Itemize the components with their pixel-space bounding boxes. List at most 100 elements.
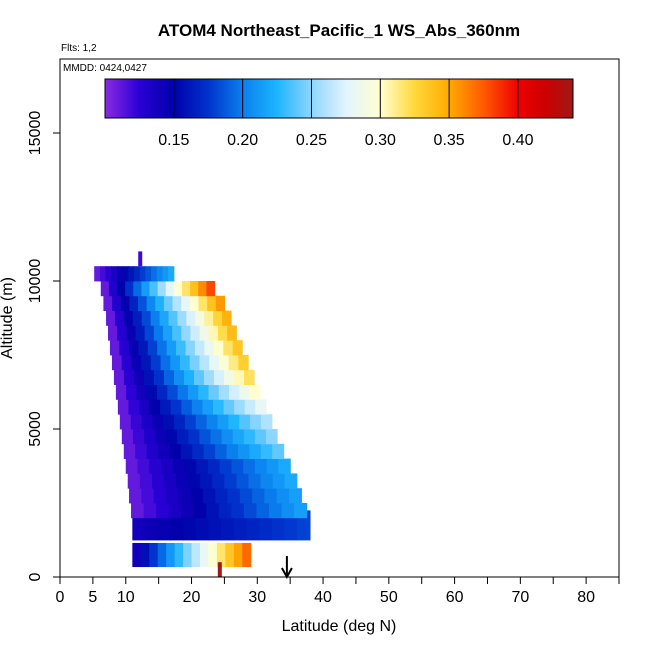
heatmap-cell: [125, 458, 139, 474]
heatmap-cell: [218, 503, 232, 519]
heatmap-cell: [170, 399, 182, 415]
heatmap-cell: [189, 355, 201, 371]
heatmap-cell: [256, 503, 270, 519]
heatmap-cell: [165, 281, 175, 297]
heatmap-cell: [146, 295, 156, 311]
heatmap-cell: [272, 443, 285, 459]
heatmap-cell: [260, 414, 273, 430]
heatmap-cell: [249, 443, 262, 459]
colorbar-tick-label: 0.25: [296, 132, 327, 149]
heatmap-cell: [139, 473, 153, 489]
heatmap-cell: [117, 325, 127, 341]
heatmap-cell: [116, 266, 124, 282]
heatmap-cell: [146, 443, 159, 459]
heatmap-cell: [190, 488, 204, 504]
heatmap-cell: [264, 488, 278, 504]
heatmap-cell: [174, 414, 186, 430]
heatmap-cell: [163, 473, 177, 489]
heatmap-cell: [276, 488, 290, 504]
heatmap-cell: [195, 414, 208, 430]
x-tick-label: 0: [56, 589, 65, 606]
y-tick-label: 10000: [27, 259, 44, 304]
heatmap-cell: [193, 369, 205, 385]
heatmap-cell: [105, 266, 112, 282]
heatmap-cell: [160, 355, 171, 371]
colorbar-fill: [105, 79, 573, 118]
heatmap-cell: [133, 266, 141, 282]
heatmap-cell: [215, 295, 226, 311]
heatmap-cell: [181, 325, 192, 341]
heatmap-cell: [131, 503, 145, 519]
arrow-head: [281, 567, 293, 580]
heatmap-cell: [249, 384, 261, 400]
heatmap-cell: [260, 443, 273, 459]
heatmap-cell: [174, 542, 184, 568]
heatmap-cell: [215, 443, 228, 459]
heatmap-cell: [239, 414, 251, 430]
heatmap-cell: [123, 369, 135, 385]
heatmap-cell: [150, 310, 161, 326]
heatmap-cell: [173, 281, 183, 297]
heatmap-cell: [153, 488, 167, 504]
markers: [138, 251, 222, 577]
heatmap-cell: [120, 295, 130, 311]
heatmap-cell: [151, 266, 158, 282]
heatmap-cell: [173, 369, 185, 385]
heatmap-cells: [94, 266, 311, 568]
marker: [217, 562, 222, 577]
heatmap-cell: [163, 414, 175, 430]
heatmap-cell: [143, 429, 156, 445]
heatmap-cell: [217, 414, 229, 430]
heatmap-cell: [216, 542, 226, 568]
heatmap-cell: [243, 458, 256, 474]
heatmap-cell: [156, 503, 170, 519]
heatmap-cell: [203, 443, 216, 459]
colorbar-frame: [104, 78, 574, 119]
heatmap-cell: [176, 340, 187, 356]
heatmap-cell: [231, 503, 245, 519]
heatmap-cell: [208, 325, 219, 341]
heatmap-cell: [182, 281, 191, 297]
heatmap-cell: [204, 310, 214, 326]
heatmap-cell: [99, 266, 107, 282]
colorbar-tick-label: 0.20: [227, 132, 258, 149]
x-axis: 0 5 10 20 30 40 50 60 70 80: [56, 577, 620, 606]
heatmap-cell: [147, 340, 158, 356]
heatmap-cell: [254, 429, 267, 445]
heatmap-cell: [126, 384, 138, 400]
heatmap-cell: [202, 399, 214, 415]
heatmap-cell: [255, 399, 267, 415]
heatmap-cell: [233, 542, 243, 568]
heatmap-cell: [223, 369, 235, 385]
heatmap-cell: [152, 414, 164, 430]
heatmap-cell: [243, 503, 258, 519]
heatmap-cell: [159, 310, 170, 326]
heatmap-cell: [156, 266, 163, 282]
heatmap-cell: [161, 458, 174, 474]
heatmap-cell: [212, 473, 225, 489]
heatmap-cell: [139, 399, 151, 415]
heatmap-cell: [215, 488, 229, 504]
heatmap-cell: [228, 414, 240, 430]
heatmap-cell: [221, 429, 234, 445]
y-tick-label: 15000: [27, 111, 44, 156]
heatmap-cell: [227, 325, 237, 341]
heatmap-cell: [239, 488, 253, 504]
heatmap-cell: [224, 473, 237, 489]
heatmap-cell: [272, 473, 286, 489]
heatmap-cell: [202, 488, 216, 504]
heatmap-cell: [250, 414, 262, 430]
heatmap-cell: [139, 266, 146, 282]
heatmap-cell: [133, 281, 143, 297]
plot-frame: [59, 58, 620, 578]
heatmap-cell: [166, 542, 176, 568]
heatmap-cell: [128, 399, 140, 415]
heatmap-cell: [248, 473, 262, 489]
heatmap-cell: [195, 310, 205, 326]
heatmap-cell: [112, 295, 122, 311]
heatmap-cell: [193, 503, 207, 519]
heatmap-cell: [149, 281, 159, 297]
heatmap-cell: [141, 414, 153, 430]
heatmap-cell: [166, 340, 177, 356]
